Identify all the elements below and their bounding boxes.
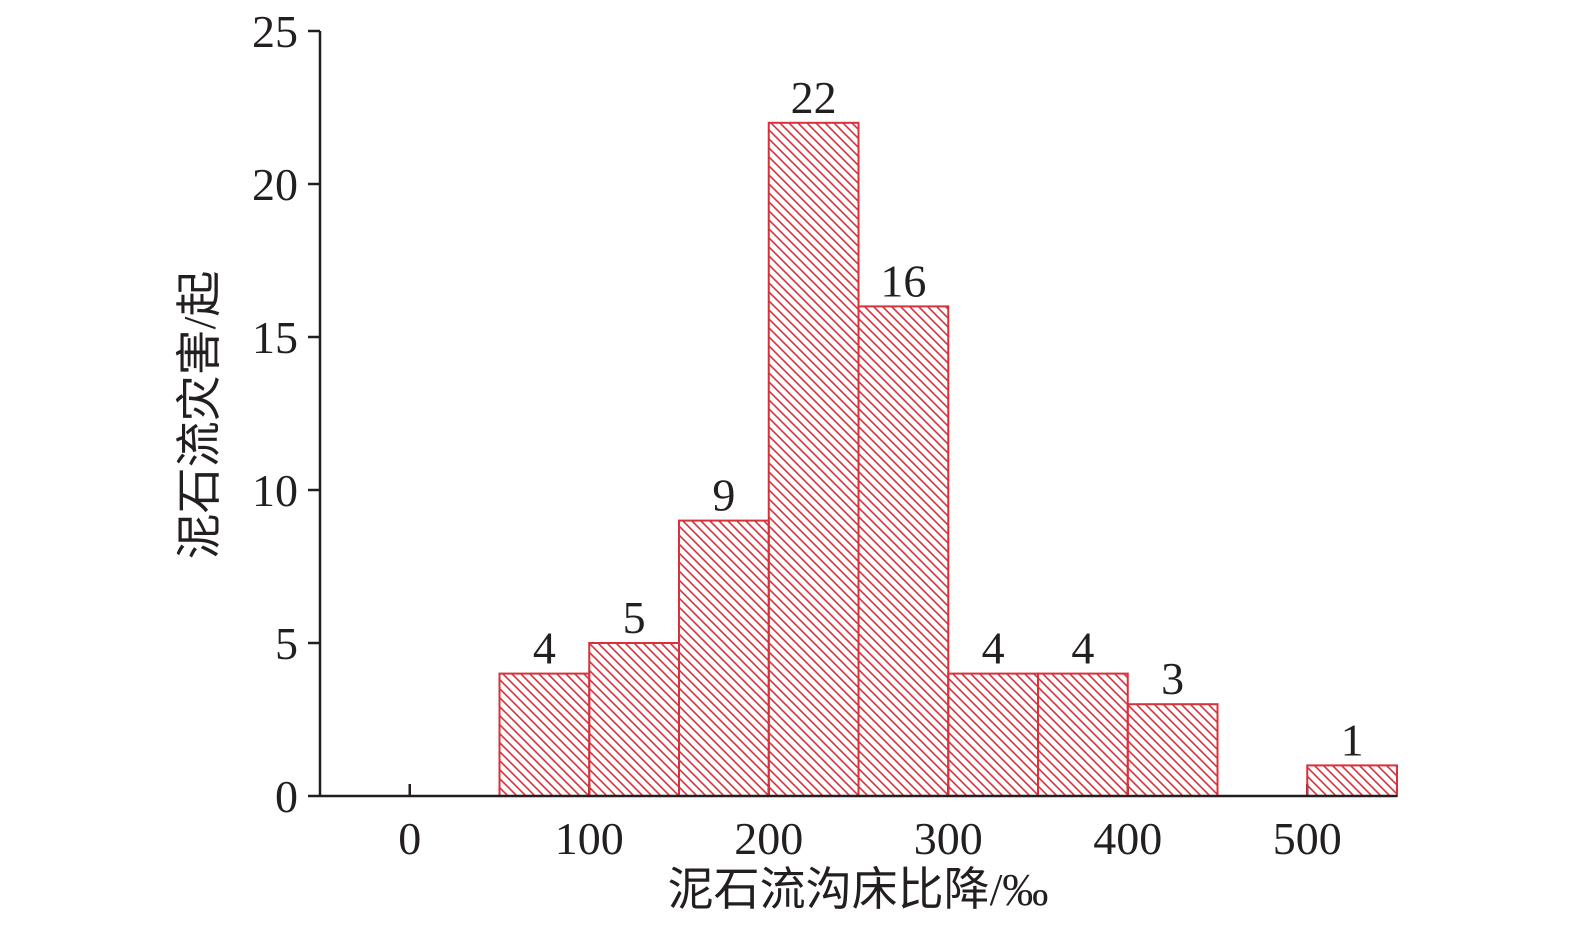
x-tick-label: 100: [555, 813, 624, 864]
x-axis-label: 泥石流沟床比降/‰: [668, 864, 1049, 915]
bar: [1037, 672, 1129, 797]
y-tick-label: 20: [252, 159, 298, 210]
bar: [1126, 703, 1219, 798]
bar: [767, 121, 860, 798]
y-tick-label: 0: [275, 771, 298, 822]
y-tick-label: 15: [252, 312, 298, 363]
bar: [588, 642, 680, 797]
data-label: 4: [982, 623, 1005, 674]
bar: [947, 672, 1039, 797]
x-tick-label: 300: [914, 813, 983, 864]
data-label: 4: [533, 623, 556, 674]
data-label: 4: [1071, 623, 1094, 674]
y-tick-label: 10: [252, 465, 298, 516]
data-label: 3: [1161, 653, 1184, 704]
y-tick-label: 25: [252, 6, 298, 57]
bar: [1306, 764, 1398, 798]
x-tick-label: 0: [398, 813, 421, 864]
x-tick-label: 400: [1093, 813, 1162, 864]
y-axis-label: 泥石流灾害/起: [174, 271, 225, 560]
data-label: 16: [880, 255, 926, 306]
bar: [498, 672, 591, 797]
bar: [678, 519, 770, 797]
x-tick-label: 200: [734, 813, 803, 864]
bar: [857, 305, 950, 797]
x-tick-label: 500: [1273, 813, 1342, 864]
data-label: 9: [712, 470, 735, 521]
data-label: 5: [623, 592, 646, 643]
data-label: 1: [1341, 714, 1364, 765]
y-tick-label: 5: [275, 618, 298, 669]
data-label: 22: [791, 72, 837, 123]
